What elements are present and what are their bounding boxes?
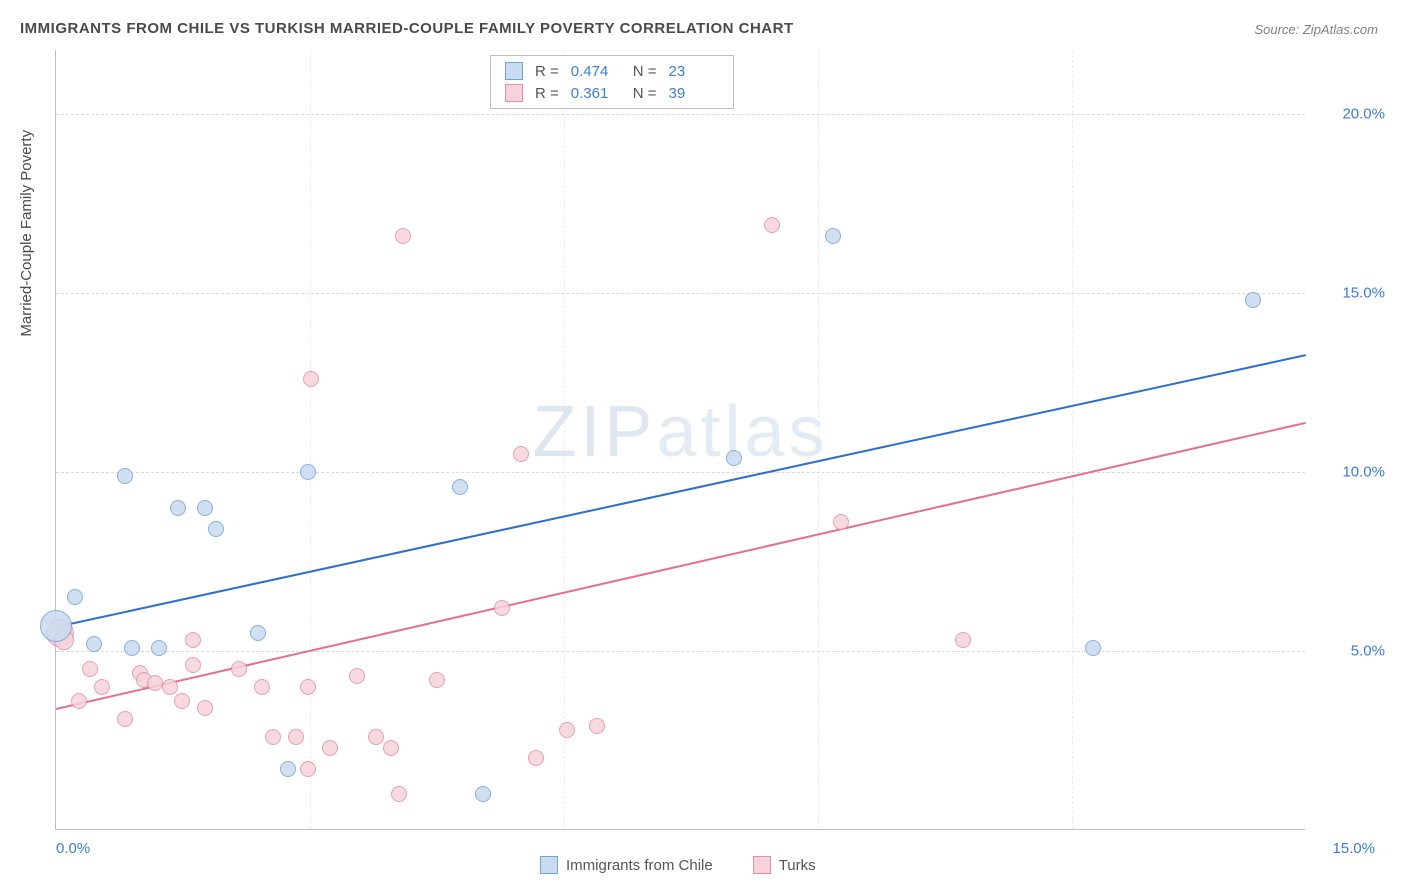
watermark: ZIPatlas <box>532 390 828 472</box>
scatter-point-series-1 <box>300 761 316 777</box>
scatter-point-series-0 <box>300 464 316 480</box>
scatter-point-series-0 <box>452 479 468 495</box>
scatter-point-series-1 <box>764 217 780 233</box>
scatter-point-series-1 <box>254 679 270 695</box>
legend-item-0: Immigrants from Chile <box>540 856 713 874</box>
scatter-point-series-1 <box>185 657 201 673</box>
n-label: N = <box>633 85 657 102</box>
scatter-point-series-1 <box>494 600 510 616</box>
scatter-point-series-1 <box>368 729 384 745</box>
scatter-point-series-1 <box>833 514 849 530</box>
gridline-vertical <box>818 50 819 829</box>
n-value-0: 23 <box>669 63 719 80</box>
y-tick-label: 10.0% <box>1315 464 1385 481</box>
n-label: N = <box>633 63 657 80</box>
gridline-vertical <box>310 50 311 829</box>
legend-swatch-0 <box>540 856 558 874</box>
scatter-point-series-1 <box>383 740 399 756</box>
gridline-horizontal <box>56 114 1305 115</box>
scatter-point-series-1 <box>265 729 281 745</box>
gridline-vertical <box>564 50 565 829</box>
scatter-point-series-0 <box>208 521 224 537</box>
scatter-point-series-0 <box>170 500 186 516</box>
scatter-point-series-1 <box>322 740 338 756</box>
source-name: ZipAtlas.com <box>1303 22 1378 37</box>
scatter-point-series-1 <box>147 675 163 691</box>
r-label: R = <box>535 63 559 80</box>
legend-label-1: Turks <box>779 857 816 874</box>
stat-legend: R = 0.474 N = 23 R = 0.361 N = 39 <box>490 55 734 109</box>
scatter-point-series-0 <box>197 500 213 516</box>
swatch-series-0 <box>505 62 523 80</box>
scatter-point-series-0 <box>825 228 841 244</box>
legend-label-0: Immigrants from Chile <box>566 857 713 874</box>
scatter-point-series-0 <box>250 625 266 641</box>
x-tick-label: 0.0% <box>56 840 90 857</box>
y-tick-label: 20.0% <box>1315 106 1385 123</box>
x-tick-label: 15.0% <box>1315 840 1375 857</box>
r-value-1: 0.361 <box>571 85 621 102</box>
scatter-point-series-1 <box>231 661 247 677</box>
r-label: R = <box>535 85 559 102</box>
source-label: Source: <box>1254 22 1302 37</box>
scatter-point-series-1 <box>303 371 319 387</box>
scatter-point-series-0 <box>280 761 296 777</box>
gridline-vertical <box>1072 50 1073 829</box>
scatter-point-series-1 <box>117 711 133 727</box>
scatter-point-series-1 <box>513 446 529 462</box>
scatter-point-series-1 <box>349 668 365 684</box>
legend-swatch-1 <box>753 856 771 874</box>
legend-item-1: Turks <box>753 856 816 874</box>
scatter-point-series-1 <box>395 228 411 244</box>
y-tick-label: 5.0% <box>1315 643 1385 660</box>
scatter-point-series-1 <box>71 693 87 709</box>
scatter-point-series-1 <box>82 661 98 677</box>
gridline-horizontal <box>56 293 1305 294</box>
correlation-chart: IMMIGRANTS FROM CHILE VS TURKISH MARRIED… <box>0 0 1406 892</box>
scatter-point-series-0 <box>86 636 102 652</box>
stat-row-series-1: R = 0.361 N = 39 <box>491 82 733 104</box>
source-attribution: Source: ZipAtlas.com <box>1254 22 1378 37</box>
y-tick-label: 15.0% <box>1315 285 1385 302</box>
scatter-point-series-0 <box>1245 292 1261 308</box>
scatter-point-series-0 <box>67 589 83 605</box>
r-value-0: 0.474 <box>571 63 621 80</box>
scatter-point-series-1 <box>429 672 445 688</box>
scatter-point-series-0 <box>151 640 167 656</box>
trend-line-series-0 <box>56 354 1306 628</box>
n-value-1: 39 <box>669 85 719 102</box>
swatch-series-1 <box>505 84 523 102</box>
scatter-point-series-1 <box>162 679 178 695</box>
scatter-point-series-1 <box>528 750 544 766</box>
scatter-point-series-0 <box>124 640 140 656</box>
gridline-horizontal <box>56 472 1305 473</box>
scatter-point-series-0 <box>475 786 491 802</box>
y-axis-label: Married-Couple Family Poverty <box>18 130 35 337</box>
scatter-point-series-1 <box>300 679 316 695</box>
scatter-point-series-0 <box>726 450 742 466</box>
scatter-point-series-1 <box>955 632 971 648</box>
chart-title: IMMIGRANTS FROM CHILE VS TURKISH MARRIED… <box>20 20 794 37</box>
scatter-point-series-1 <box>288 729 304 745</box>
series-legend: Immigrants from Chile Turks <box>540 856 816 874</box>
scatter-point-series-1 <box>559 722 575 738</box>
scatter-point-series-0 <box>1085 640 1101 656</box>
scatter-point-series-1 <box>174 693 190 709</box>
gridline-horizontal <box>56 651 1305 652</box>
scatter-point-series-1 <box>94 679 110 695</box>
scatter-point-series-1 <box>391 786 407 802</box>
scatter-point-series-1 <box>197 700 213 716</box>
stat-row-series-0: R = 0.474 N = 23 <box>491 60 733 82</box>
scatter-point-series-1 <box>185 632 201 648</box>
scatter-point-series-0 <box>117 468 133 484</box>
scatter-point-series-0 <box>40 610 72 642</box>
scatter-point-series-1 <box>589 718 605 734</box>
plot-area: ZIPatlas 5.0%10.0%15.0%20.0%0.0%15.0% <box>55 50 1305 830</box>
